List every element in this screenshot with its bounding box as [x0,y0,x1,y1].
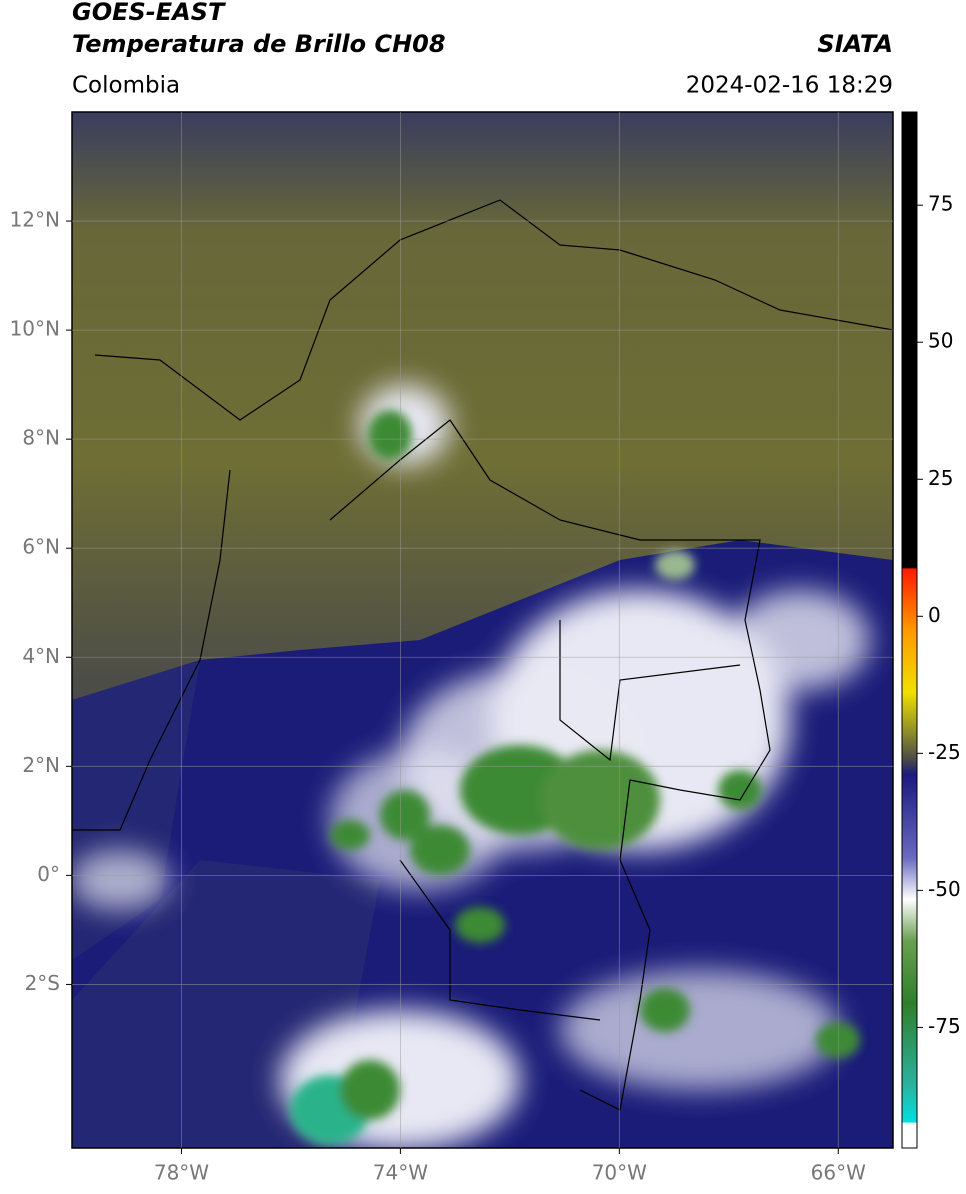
y-tick-label: 12°N [10,208,60,232]
colorbar-label: 0 [928,603,941,627]
colorbar-label: 50 [928,329,953,353]
title-line1: GOES-EAST [72,0,226,26]
y-tick-label: 2°S [25,971,60,995]
y-tick-label: 2°N [22,753,60,777]
y-tick-label: 4°N [22,644,60,668]
x-tick-label: 66°W [811,1161,866,1185]
x-tick-label: 74°W [373,1161,428,1185]
satellite-image [72,112,893,1148]
colorbar-label: 75 [928,192,953,216]
colorbar-label: 25 [928,466,953,490]
colorbar-label: -25 [928,740,961,764]
x-tick-label: 70°W [592,1161,647,1185]
y-tick-label: 8°N [22,426,60,450]
region: Colombia [72,73,180,99]
colorbar-label: -75 [928,1014,961,1038]
timestamp: 2024-02-16 18:29 [686,73,893,99]
y-tick-label: 6°N [22,535,60,559]
map-frame [71,111,894,1149]
colorbar [901,111,918,1149]
colorbar-label: -50 [928,877,961,901]
y-tick-label: 10°N [10,317,60,341]
x-tick-label: 78°W [154,1161,209,1185]
source: SIATA [817,30,893,58]
title-line2: Temperatura de Brillo CH08 [72,30,446,58]
y-tick-label: 0° [37,862,60,886]
